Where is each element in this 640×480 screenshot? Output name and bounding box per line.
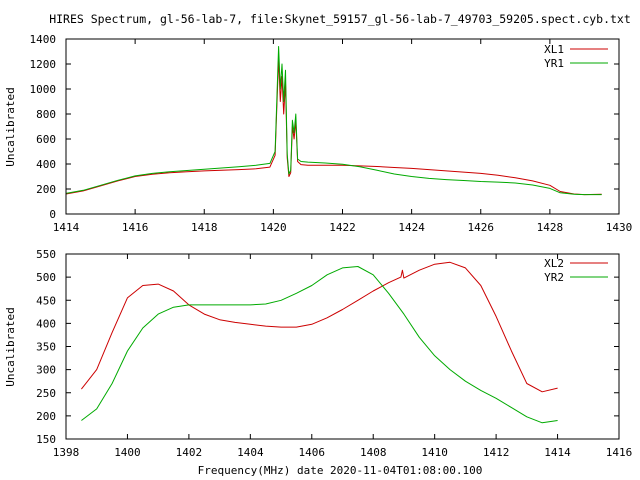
bottom-y-tick-label: 300 — [36, 364, 56, 377]
legend-label-yr2: YR2 — [544, 271, 564, 284]
bottom-y-tick-label: 450 — [36, 294, 56, 307]
top-x-tick-label: 1430 — [606, 221, 633, 234]
top-series-line-xl1 — [65, 57, 602, 196]
bottom-x-tick-label: 1406 — [299, 446, 326, 459]
top-x-tick-label: 1418 — [191, 221, 218, 234]
top-y-tick-label: 400 — [36, 158, 56, 171]
top-y-tick-label: 200 — [36, 183, 56, 196]
bottom-legend: XL2 YR2 — [544, 257, 608, 284]
top-y-tick-label: 1000 — [30, 83, 57, 96]
top-series-layer — [65, 46, 602, 196]
bottom-y-tick-label: 350 — [36, 341, 56, 354]
bottom-spectrum-panel: 1398 1400 1402 1404 1406 1408 1410 1412 1414 1416… — [4, 248, 632, 477]
top-x-tick-label: 1424 — [398, 221, 425, 234]
bottom-x-tick-label: 1410 — [421, 446, 448, 459]
bottom-x-tick-label: 1402 — [176, 446, 203, 459]
bottom-y-tick-label: 400 — [36, 317, 56, 330]
bottom-x-tick-label: 1408 — [360, 446, 387, 459]
top-y-axis-label: Uncalibrated — [4, 87, 17, 166]
bottom-y-tick-label: 250 — [36, 387, 56, 400]
bottom-y-tick-label: 550 — [36, 248, 56, 261]
bottom-y-tick-label: 500 — [36, 271, 56, 284]
bottom-series-layer — [81, 261, 558, 424]
legend-label-yr1: YR1 — [544, 57, 564, 70]
top-x-tick-label: 1422 — [329, 221, 356, 234]
top-legend: XL1 YR1 — [544, 43, 608, 70]
bottom-x-tick-label: 1400 — [114, 446, 141, 459]
top-y-tick-label: 1200 — [30, 58, 57, 71]
bottom-x-tick-label: 1416 — [606, 446, 633, 459]
top-x-tick-label: 1414 — [53, 221, 80, 234]
top-x-tick-label: 1420 — [260, 221, 287, 234]
bottom-x-tick-label: 1412 — [483, 446, 510, 459]
legend-label-xl2: XL2 — [544, 257, 564, 270]
chart-title: HIRES Spectrum, gl-56-lab-7, file:Skynet… — [49, 12, 631, 26]
bottom-x-tick-label: 1398 — [53, 446, 80, 459]
top-y-tick-label: 800 — [36, 108, 56, 121]
bottom-x-tick-label: 1414 — [544, 446, 571, 459]
bottom-y-tick-label: 200 — [36, 410, 56, 423]
top-x-tick-label: 1428 — [537, 221, 564, 234]
top-spectrum-panel: 1414 1416 1418 1420 1422 1424 1426 1428 1430 0 200… — [4, 33, 632, 234]
bottom-series-line-yr2 — [81, 266, 558, 424]
top-x-tick-label: 1416 — [122, 221, 149, 234]
bottom-y-axis-label: Uncalibrated — [4, 307, 17, 386]
top-y-tick-label: 600 — [36, 133, 56, 146]
legend-label-xl1: XL1 — [544, 43, 564, 56]
top-y-tick-label: 0 — [49, 208, 56, 221]
bottom-x-tick-label: 1404 — [237, 446, 264, 459]
bottom-x-axis-label: Frequency(MHz) date 2020-11-04T01:08:00.… — [198, 464, 483, 477]
top-y-tick-label: 1400 — [30, 33, 57, 46]
bottom-series-line-xl2 — [81, 261, 558, 393]
top-x-tick-label: 1426 — [468, 221, 495, 234]
top-series-line-yr1 — [65, 46, 602, 196]
bottom-tick-layer: 1398 1400 1402 1404 1406 1408 1410 1412 1414 1416… — [36, 248, 632, 459]
bottom-y-tick-label: 150 — [36, 433, 56, 446]
top-tick-layer: 1414 1416 1418 1420 1422 1424 1426 1428 1430 0 200… — [30, 33, 633, 234]
